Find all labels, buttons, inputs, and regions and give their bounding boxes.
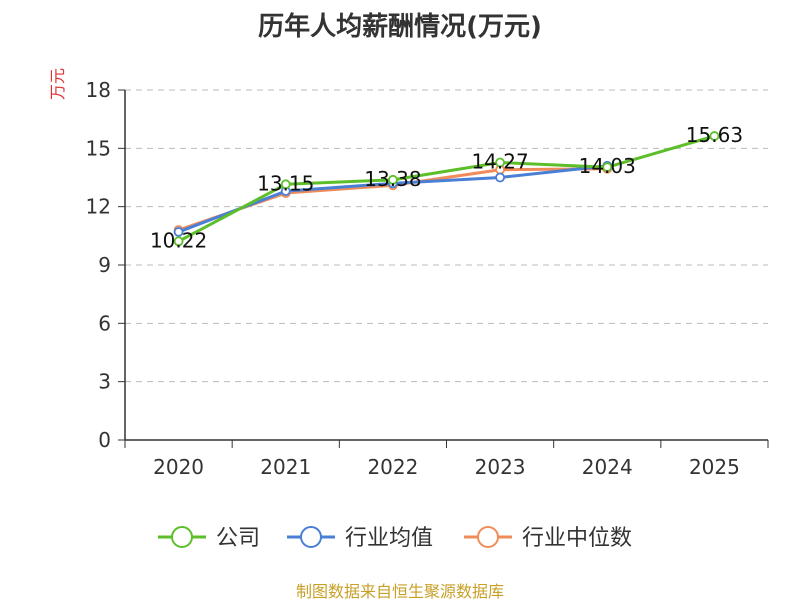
- legend-entry: 行业均值: [345, 526, 433, 551]
- y-tick-label: 0: [98, 428, 111, 452]
- y-tick-label: 6: [98, 311, 111, 335]
- y-tick-label: 18: [86, 78, 111, 102]
- legend-marker: [171, 526, 193, 548]
- source-note: 制图数据来自恒生聚源数据库: [295, 582, 504, 601]
- x-tick-label: 2022: [367, 455, 418, 479]
- data-point: [495, 172, 505, 183]
- data-label: 14.03: [579, 154, 636, 178]
- data-point: [173, 227, 184, 237]
- data-label: 14.27: [471, 150, 528, 174]
- legend-entry: 公司: [216, 526, 260, 551]
- data-point: [495, 157, 505, 168]
- legend-marker: [300, 526, 322, 548]
- legend-marker: [477, 526, 499, 548]
- data-point: [280, 179, 291, 190]
- data-point: [388, 174, 398, 185]
- x-tick-label: 2021: [260, 455, 311, 479]
- data-point: [173, 236, 184, 247]
- data-label: 13.38: [364, 167, 421, 191]
- y-tick-label: 15: [86, 136, 111, 160]
- x-tick-label: 2023: [475, 455, 526, 479]
- legend-entry: 行业中位数: [522, 526, 632, 551]
- x-tick-label: 2024: [582, 455, 633, 479]
- y-tick-label: 9: [98, 253, 111, 277]
- data-point: [709, 131, 720, 141]
- data-label: 15.63: [686, 123, 743, 147]
- series-line: [177, 134, 715, 243]
- x-tick-label: 2020: [153, 455, 204, 479]
- data-point: [602, 162, 613, 173]
- x-tick-label: 2025: [689, 455, 740, 479]
- y-tick-label: 12: [86, 195, 111, 219]
- data-label: 10.22: [150, 228, 207, 252]
- y-tick-label: 3: [98, 370, 111, 394]
- chart-title: 历年人均薪酬情况(万元): [258, 12, 542, 42]
- data-label: 13.15: [257, 171, 314, 195]
